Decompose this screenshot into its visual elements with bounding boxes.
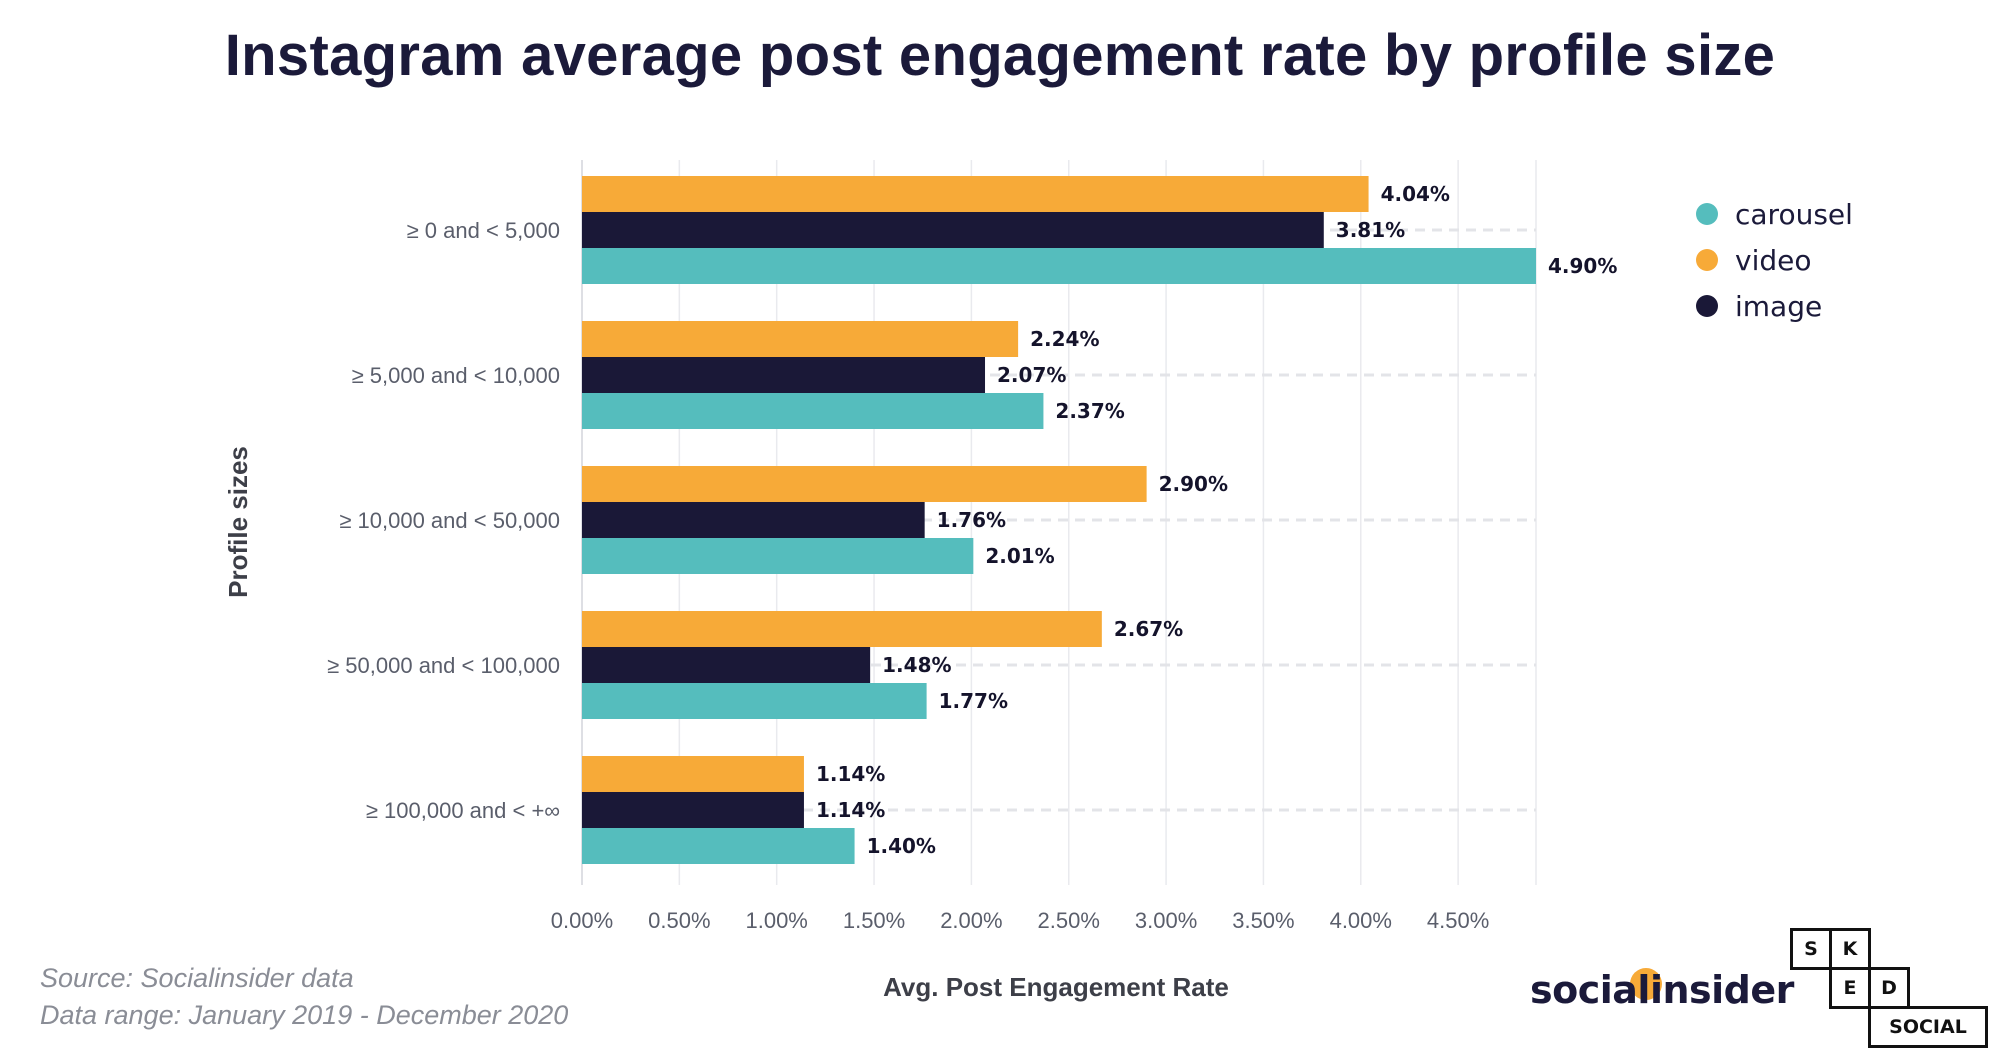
data-label-carousel: 1.77% (939, 689, 1008, 713)
bar-carousel (582, 538, 974, 574)
category-label: ≥ 100,000 and < +∞ (366, 798, 560, 823)
bar-image (582, 502, 925, 538)
socialinsider-logo: socialinsider (1530, 968, 1794, 1012)
x-tick-label: 3.50% (1232, 908, 1294, 933)
data-label-video: 2.67% (1114, 617, 1183, 641)
chart-title: Instagram average post engagement rate b… (224, 23, 1776, 88)
x-tick-label: 0.00% (551, 908, 613, 933)
data-label-image: 2.07% (997, 363, 1066, 387)
sked-letter-d: D (1868, 967, 1910, 1009)
legend-label-carousel: carousel (1735, 198, 1853, 231)
data-label-carousel: 2.01% (985, 544, 1054, 568)
legend-marker-image (1696, 295, 1718, 317)
x-tick-label: 1.00% (745, 908, 807, 933)
socialinsider-dot-icon (1630, 968, 1662, 1000)
bar-image (582, 647, 871, 683)
data-label-video: 4.04% (1381, 182, 1450, 206)
sked-social-box: SOCIAL (1868, 1006, 1988, 1048)
data-label-image: 1.48% (882, 653, 951, 677)
data-label-image: 1.76% (937, 508, 1006, 532)
data-label-video: 1.14% (816, 762, 885, 786)
x-tick-label: 2.50% (1038, 908, 1100, 933)
data-label-video: 2.90% (1159, 472, 1228, 496)
sked-letter-k: K (1829, 928, 1871, 970)
bar-video (582, 176, 1369, 212)
data-label-image: 3.81% (1336, 218, 1405, 242)
sked-letter-e: E (1829, 967, 1871, 1009)
x-tick-label: 1.50% (843, 908, 905, 933)
bar-carousel (582, 248, 1536, 284)
bar-image (582, 212, 1324, 248)
x-tick-label: 0.50% (648, 908, 710, 933)
data-label-video: 2.24% (1030, 327, 1099, 351)
legend-marker-video (1696, 249, 1718, 271)
bar-video (582, 611, 1102, 647)
x-tick-label: 2.00% (940, 908, 1002, 933)
source-line: Source: Socialinsider data (40, 963, 354, 993)
x-tick-label: 4.50% (1427, 908, 1489, 933)
x-axis-title: Avg. Post Engagement Rate (883, 972, 1229, 1002)
legend-marker-carousel (1696, 203, 1718, 225)
data-label-carousel: 2.37% (1055, 399, 1124, 423)
category-label: ≥ 10,000 and < 50,000 (339, 508, 560, 533)
bar-image (582, 792, 804, 828)
x-tick-label: 4.00% (1330, 908, 1392, 933)
bar-carousel (582, 393, 1044, 429)
legend-label-video: video (1735, 244, 1811, 277)
bar-carousel (582, 828, 855, 864)
legend-label-image: image (1735, 290, 1822, 323)
data-label-image: 1.14% (816, 798, 885, 822)
data-label-carousel: 1.40% (867, 834, 936, 858)
bar-image (582, 357, 986, 393)
x-tick-label: 3.00% (1135, 908, 1197, 933)
bar-video (582, 321, 1019, 357)
data-range-line: Data range: January 2019 - December 2020 (40, 1000, 569, 1030)
category-label: ≥ 0 and < 5,000 (407, 218, 560, 243)
category-label: ≥ 50,000 and < 100,000 (327, 653, 560, 678)
bar-video (582, 756, 804, 792)
bar-carousel (582, 683, 927, 719)
source-note: Source: Socialinsider data Data range: J… (40, 960, 568, 1034)
y-axis-title: Profile sizes (223, 446, 253, 598)
sked-letter-s: S (1790, 928, 1832, 970)
bar-video (582, 466, 1147, 502)
data-label-carousel: 4.90% (1548, 254, 1617, 278)
category-label: ≥ 5,000 and < 10,000 (352, 363, 560, 388)
